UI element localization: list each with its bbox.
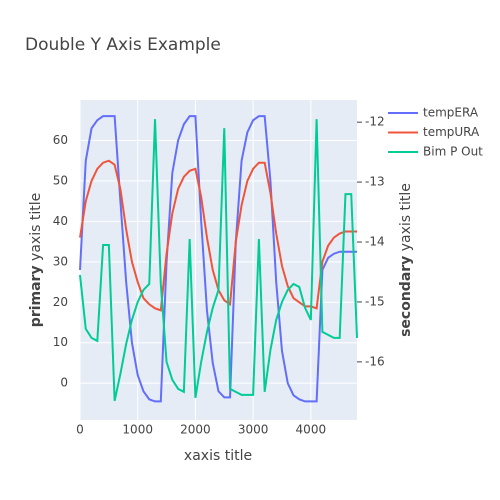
x-axis-title: xaxis title [184, 448, 252, 464]
chart-title: Double Y Axis Example [25, 35, 221, 55]
y2-tick-label: -13 [365, 175, 385, 189]
y-tick-label: 60 [53, 133, 68, 147]
legend-label: tempURA [423, 125, 480, 139]
y-tick-label: 20 [53, 295, 68, 309]
y2-tick-label: -12 [365, 115, 385, 129]
y2-axis-title-rest: yaxis title [398, 183, 414, 251]
y2-axis-title-bold: secondary [398, 256, 414, 337]
legend-label: Bim P Out [423, 145, 483, 159]
y2-tick-label: -15 [365, 294, 385, 308]
y-tick-label: 10 [53, 335, 68, 349]
x-tick-label: 2000 [180, 423, 211, 437]
y-tick-label: 30 [53, 254, 68, 268]
y-axis-title-bold: primary [28, 265, 44, 327]
x-tick-label: 0 [76, 423, 84, 437]
x-tick-label: 3000 [238, 423, 269, 437]
y2-tick-label: -14 [365, 235, 385, 249]
y-axis-title-rest: yaxis title [28, 193, 44, 261]
y-axis-title: primary yaxis title [28, 193, 44, 327]
series-line [79, 119, 358, 402]
y2-tick-label: -16 [365, 354, 385, 368]
x-tick-label: 1000 [122, 423, 153, 437]
x-tick-label: 4000 [296, 423, 327, 437]
y-tick-label: 40 [53, 214, 68, 228]
y2-axis-title: secondary yaxis title [398, 183, 414, 337]
legend-label: tempERA [423, 106, 479, 120]
y-tick-label: 50 [53, 173, 68, 187]
series-line [79, 115, 357, 403]
y-tick-label: 0 [60, 376, 68, 390]
